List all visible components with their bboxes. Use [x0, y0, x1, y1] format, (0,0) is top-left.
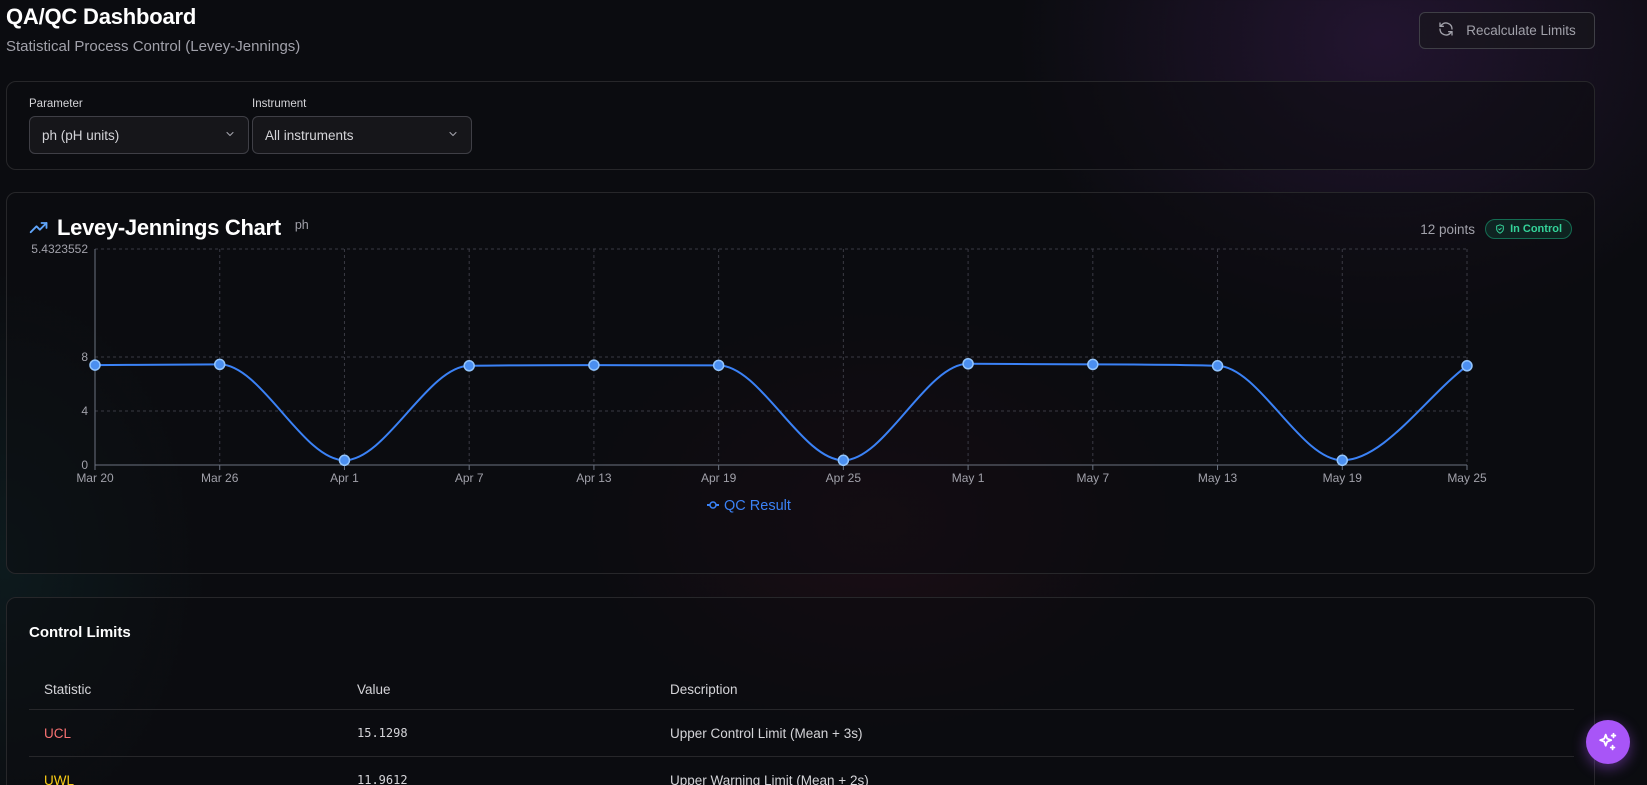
control-limits-title: Control Limits — [29, 624, 131, 641]
instrument-field: Instrument All instruments — [252, 98, 472, 154]
table-row: UCL 15.1298 Upper Control Limit (Mean + … — [29, 710, 1574, 757]
shield-check-icon — [1496, 224, 1504, 234]
series-line-qc-result — [94, 362, 1468, 462]
control-limits-table: Statistic Value Description UCL 15.1298 … — [29, 670, 1574, 785]
levey-jennings-card: 0 4 8 5.4323552 Mar 20 Mar 26 Apr 1 Apr 7 Apr 13… — [6, 192, 1595, 574]
x-tick-label: Apr 13 — [576, 471, 612, 485]
data-point — [89, 359, 101, 371]
x-tick-label: Apr 1 — [330, 471, 359, 485]
levey-jennings-chart: 0 4 8 5.4323552 Mar 20 Mar 26 Apr 1 Apr 7 Apr 13… — [31, 242, 1487, 514]
row-description: Upper Warning Limit (Mean + 2s) — [670, 772, 869, 785]
x-tick-label: May 13 — [1198, 471, 1238, 485]
page-subtitle: Statistical Process Control (Levey-Jenni… — [6, 38, 301, 55]
data-point — [1336, 454, 1349, 467]
row-statistic: UCL — [44, 725, 72, 741]
parameter-field: Parameter ph (pH units) — [29, 98, 249, 154]
data-point — [463, 360, 475, 372]
instrument-select[interactable]: All instruments — [252, 116, 472, 154]
ai-assistant-button[interactable] — [1586, 720, 1630, 764]
x-tick-label: Apr 19 — [701, 471, 737, 485]
parameter-select-value: ph (pH units) — [42, 127, 120, 143]
chart-title: Levey-Jennings Chart — [57, 215, 281, 240]
y-tick-label: 0 — [81, 458, 88, 472]
page-header: QA/QC Dashboard Statistical Process Cont… — [6, 4, 300, 55]
row-value: 11.9612 — [357, 773, 408, 785]
row-value: 15.1298 — [357, 726, 408, 740]
chevron-down-icon — [224, 128, 236, 143]
chart-header: Levey-Jennings Chart ph — [29, 215, 309, 241]
column-header-value: Value — [357, 682, 391, 697]
sparkles-icon — [1599, 732, 1617, 751]
chevron-down-icon — [447, 128, 459, 143]
instrument-label: Instrument — [252, 98, 307, 110]
refresh-icon — [1438, 21, 1454, 40]
data-point — [1211, 360, 1224, 372]
filters-card: Parameter ph (pH units) Instrument All i… — [6, 81, 1595, 170]
data-point — [962, 358, 974, 370]
x-tick-label: Mar 20 — [76, 471, 114, 485]
x-tick-label: May 19 — [1323, 471, 1363, 485]
table-row: UWL 11.9612 Upper Warning Limit (Mean + … — [29, 757, 1574, 785]
x-tick-label: Apr 7 — [455, 471, 484, 485]
trending-up-icon — [29, 222, 48, 234]
data-point — [1087, 358, 1099, 371]
parameter-label: Parameter — [29, 98, 83, 110]
instrument-select-value: All instruments — [265, 127, 354, 143]
status-badge-label: In Control — [1510, 223, 1562, 235]
data-point — [213, 358, 226, 371]
x-tick-label: May 7 — [1076, 471, 1109, 485]
data-point — [1461, 360, 1473, 372]
legend-marker — [709, 501, 717, 509]
x-tick-label: Mar 26 — [201, 471, 239, 485]
legend-label: QC Result — [724, 498, 791, 514]
recalculate-limits-button[interactable]: Recalculate Limits — [1419, 12, 1595, 49]
column-header-description: Description — [670, 682, 738, 697]
column-header-statistic: Statistic — [44, 682, 92, 697]
parameter-select[interactable]: ph (pH units) — [29, 116, 249, 154]
x-tick-label: May 25 — [1447, 471, 1487, 485]
chart-meta: 12 points In Control — [1420, 219, 1572, 239]
x-tick-label: May 1 — [952, 471, 985, 485]
y-tick-label: 5.4323552 — [31, 242, 88, 256]
control-limits-card: Control Limits Statistic Value Descripti… — [6, 597, 1595, 785]
table-header-row: Statistic Value Description — [29, 670, 1574, 710]
recalculate-limits-label: Recalculate Limits — [1466, 23, 1576, 38]
data-point — [712, 359, 725, 372]
row-description: Upper Control Limit (Mean + 3s) — [670, 725, 863, 741]
row-statistic: UWL — [44, 772, 74, 785]
data-point — [588, 359, 600, 371]
data-point — [837, 454, 850, 467]
y-tick-label: 4 — [81, 404, 88, 418]
data-point — [338, 454, 351, 467]
x-tick-label: Apr 25 — [826, 471, 862, 485]
points-count: 12 points — [1420, 221, 1476, 237]
status-badge: In Control — [1485, 219, 1572, 239]
y-tick-label: 8 — [81, 350, 88, 364]
chart-parameter: ph — [294, 218, 309, 232]
page-title: QA/QC Dashboard — [6, 4, 197, 29]
